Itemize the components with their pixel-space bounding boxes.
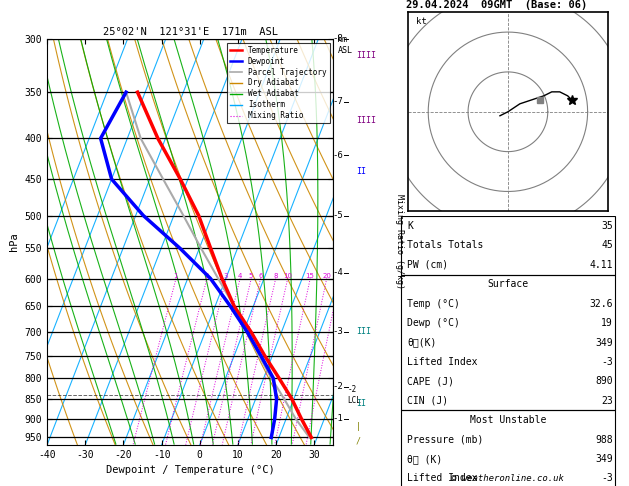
Title: 25°02'N  121°31'E  171m  ASL: 25°02'N 121°31'E 171m ASL: [103, 27, 278, 37]
X-axis label: Dewpoint / Temperature (°C): Dewpoint / Temperature (°C): [106, 465, 275, 475]
Text: 32.6: 32.6: [589, 299, 613, 309]
Text: CAPE (J): CAPE (J): [408, 376, 454, 386]
Text: 890: 890: [595, 376, 613, 386]
Text: -2
LCL: -2 LCL: [348, 385, 362, 405]
Text: -3: -3: [601, 357, 613, 367]
Text: Mixing Ratio (g/kg): Mixing Ratio (g/kg): [395, 194, 404, 289]
Text: Temp (°C): Temp (°C): [408, 299, 460, 309]
Text: 8: 8: [274, 273, 278, 279]
Text: θᴇ (K): θᴇ (K): [408, 454, 443, 464]
Text: km
ASL: km ASL: [338, 35, 352, 55]
Text: II: II: [356, 167, 366, 176]
Text: 23: 23: [601, 396, 613, 406]
Y-axis label: hPa: hPa: [9, 232, 19, 251]
Text: Lifted Index: Lifted Index: [408, 473, 478, 484]
Text: CIN (J): CIN (J): [408, 396, 448, 406]
Text: K: K: [408, 221, 413, 231]
Text: 349: 349: [595, 454, 613, 464]
Text: /: /: [356, 436, 361, 446]
Text: -2: -2: [333, 382, 343, 391]
Text: 20: 20: [322, 273, 331, 279]
Text: PW (cm): PW (cm): [408, 260, 448, 270]
Text: 1: 1: [174, 273, 178, 279]
Text: Surface: Surface: [487, 279, 528, 289]
Text: |: |: [356, 422, 361, 431]
Text: 4: 4: [238, 273, 242, 279]
Text: 5: 5: [249, 273, 253, 279]
Text: θᴇ(K): θᴇ(K): [408, 337, 437, 347]
Text: 15: 15: [306, 273, 314, 279]
Text: -6: -6: [333, 151, 343, 160]
Text: II: II: [356, 399, 366, 408]
Text: © weatheronline.co.uk: © weatheronline.co.uk: [452, 474, 564, 483]
Text: Dewp (°C): Dewp (°C): [408, 318, 460, 328]
Text: IIII: IIII: [356, 51, 376, 60]
Text: -7: -7: [333, 97, 343, 106]
Text: kt: kt: [416, 17, 427, 26]
Text: 4.11: 4.11: [589, 260, 613, 270]
Text: -8: -8: [333, 35, 343, 43]
Text: 45: 45: [601, 241, 613, 250]
Text: 35: 35: [601, 221, 613, 231]
Text: IIII: IIII: [356, 116, 376, 125]
Text: 3: 3: [224, 273, 228, 279]
Legend: Temperature, Dewpoint, Parcel Trajectory, Dry Adiabat, Wet Adiabat, Isotherm, Mi: Temperature, Dewpoint, Parcel Trajectory…: [227, 43, 330, 123]
Text: 19: 19: [601, 318, 613, 328]
Text: 10: 10: [283, 273, 292, 279]
Text: III: III: [356, 328, 371, 336]
Text: -3: -3: [601, 473, 613, 484]
Text: Pressure (mb): Pressure (mb): [408, 434, 484, 445]
Text: -3: -3: [333, 328, 343, 336]
Text: 988: 988: [595, 434, 613, 445]
Text: Most Unstable: Most Unstable: [470, 415, 546, 425]
Text: -1: -1: [333, 414, 343, 423]
Text: 6: 6: [259, 273, 263, 279]
Text: Totals Totals: Totals Totals: [408, 241, 484, 250]
Text: -5: -5: [333, 211, 343, 220]
Text: 29.04.2024  09GMT  (Base: 06): 29.04.2024 09GMT (Base: 06): [406, 0, 587, 10]
Text: 2: 2: [204, 273, 209, 279]
Text: -4: -4: [333, 268, 343, 278]
Text: 349: 349: [595, 337, 613, 347]
Text: Lifted Index: Lifted Index: [408, 357, 478, 367]
